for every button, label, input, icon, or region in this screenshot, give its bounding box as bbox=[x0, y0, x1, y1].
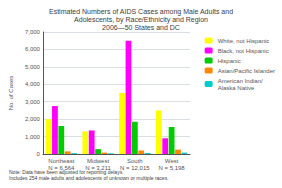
svg-text:Northeast: Northeast bbox=[48, 158, 74, 164]
svg-text:Adolescents, by Race/Ethnicity: Adolescents, by Race/Ethnicity and Regio… bbox=[74, 16, 208, 24]
svg-text:2,000: 2,000 bbox=[25, 116, 41, 122]
svg-text:Hispanic: Hispanic bbox=[218, 58, 241, 64]
svg-text:3,000: 3,000 bbox=[25, 99, 41, 105]
svg-text:American Indian/: American Indian/ bbox=[218, 78, 263, 84]
svg-text:5,000: 5,000 bbox=[25, 64, 41, 70]
svg-text:Estimated Numbers of AIDS Case: Estimated Numbers of AIDS Cases among Ma… bbox=[49, 8, 233, 16]
svg-text:Note: Data have been adjusted: Note: Data have been adjusted for report… bbox=[9, 169, 124, 175]
svg-text:West: West bbox=[165, 158, 179, 164]
svg-text:N = 6,564: N = 6,564 bbox=[48, 164, 75, 171]
svg-text:Midwest: Midwest bbox=[87, 158, 109, 164]
svg-text:4,000: 4,000 bbox=[25, 81, 41, 87]
svg-text:No. of Cases: No. of Cases bbox=[8, 76, 14, 111]
svg-text:1,000: 1,000 bbox=[25, 134, 41, 140]
svg-text:Black, not Hispanic: Black, not Hispanic bbox=[218, 48, 269, 54]
svg-text:N = 5,198: N = 5,198 bbox=[159, 165, 186, 171]
svg-text:Includes 254 male adults and a: Includes 254 male adults and adolescents… bbox=[9, 175, 169, 181]
svg-text:2006—50 States and DC: 2006—50 States and DC bbox=[102, 24, 180, 31]
svg-text:Alaska Native: Alaska Native bbox=[218, 85, 255, 91]
svg-text:7,000: 7,000 bbox=[25, 29, 41, 35]
svg-text:N = 12,015: N = 12,015 bbox=[120, 165, 150, 171]
svg-text:N = 3,211: N = 3,211 bbox=[85, 164, 111, 171]
svg-text:6,000: 6,000 bbox=[25, 46, 41, 52]
svg-text:White, not Hispanic: White, not Hispanic bbox=[218, 38, 270, 44]
svg-text:Asian/Pacific Islander: Asian/Pacific Islander bbox=[218, 68, 275, 74]
svg-text:0: 0 bbox=[37, 151, 41, 157]
svg-text:South: South bbox=[127, 158, 143, 164]
